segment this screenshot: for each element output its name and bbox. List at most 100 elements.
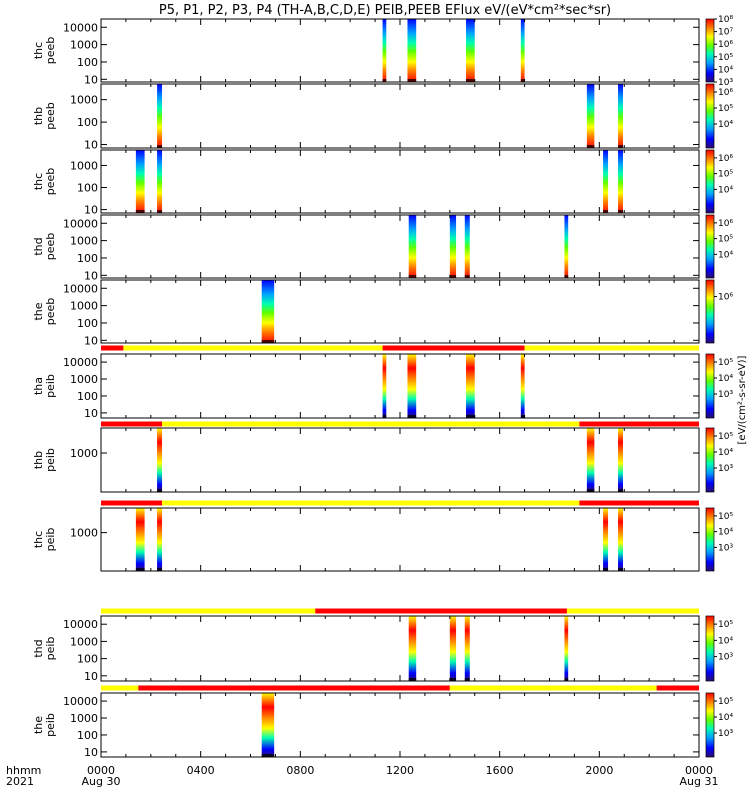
colorbar-tick-label: 10⁵ — [718, 432, 733, 442]
panel-the-peeb: 10 100 1000 10000 thepeeb 10⁶ — [32, 279, 733, 347]
burst-floor-mark — [135, 210, 145, 213]
burst-mark — [618, 508, 624, 571]
x-tick-label: 2000 — [585, 764, 613, 777]
colorbar-tick-label: 10³ — [718, 543, 733, 553]
colorbar-tick-label: 10³ — [718, 464, 733, 474]
burst-mark — [564, 215, 569, 278]
mode-bar-segment — [524, 345, 699, 351]
y-tick-label: 1000 — [70, 635, 98, 648]
panel-thc-peeb: 10 100 1000 10000 thcpeeb 10³ 10⁴ 10⁵ 10⁶ 10⁷ 10⁸ — [32, 15, 733, 88]
burst-mark — [520, 354, 525, 418]
colorbar-tick-label: 10⁵ — [718, 697, 733, 707]
burst-mark — [261, 693, 275, 757]
burst-mark — [449, 215, 457, 278]
y-tick-label: 100 — [77, 729, 98, 742]
y-tick-label: 10 — [84, 746, 98, 759]
burst-floor-mark — [408, 678, 417, 681]
mode-bar-segment — [579, 421, 699, 427]
burst-mark — [135, 150, 145, 213]
colorbar — [705, 507, 715, 572]
colorbar-tick-label: 10³ — [718, 390, 733, 400]
burst-floor-mark — [466, 415, 475, 418]
y-tick-label: 10000 — [63, 282, 98, 295]
panel-frame — [100, 83, 700, 149]
panel-frame — [100, 149, 700, 214]
panel-thc-peeb: 10 100 1000 thcpeeb 10⁴ 10⁵ 10⁶ — [32, 149, 733, 217]
panel-label-probe: thdpeib — [32, 637, 57, 661]
x-axis-ticks: 0000 0400 0800 1200 1600 2000 0000 — [87, 764, 713, 777]
y-tick-label: 1000 — [70, 373, 98, 386]
burst-mark — [157, 428, 163, 492]
x-tick-label: 0000 — [87, 764, 115, 777]
burst-floor-mark — [408, 275, 417, 278]
panel-frame — [100, 18, 700, 83]
burst-floor-mark — [157, 489, 163, 492]
panels-group: 10100100010000thcpeeb10³10⁴10⁵10⁶10⁷10⁸1… — [32, 15, 733, 759]
y-tick-label: 10000 — [63, 695, 98, 708]
burst-mark — [603, 150, 609, 213]
mode-bar-segment — [449, 685, 657, 691]
colorbar-tick-label: 10⁴ — [718, 374, 733, 384]
burst-floor-mark — [564, 275, 569, 278]
burst-mark — [157, 84, 163, 148]
y-tick-label: 1000 — [70, 235, 98, 248]
colorbar — [705, 149, 715, 214]
colorbar-tick-label: 10⁴ — [718, 713, 733, 723]
y-tick-label: 100 — [77, 390, 98, 403]
y-tick-label: 1000 — [70, 94, 98, 107]
colorbar-tick-label: 10⁷ — [718, 28, 733, 38]
burst-floor-mark — [586, 145, 595, 148]
panel-frame — [100, 692, 700, 758]
panel-label-probe: thcpeib — [32, 528, 57, 552]
panel-label-probe: thcpeeb — [32, 168, 57, 196]
burst-mark — [586, 84, 595, 148]
panel-label-probe: thbpeeb — [32, 102, 57, 130]
date-start-label: Aug 30 — [82, 775, 121, 788]
x-tick-label: 0000 — [685, 764, 713, 777]
burst-mark — [157, 150, 163, 213]
burst-mark — [603, 508, 609, 571]
burst-floor-mark — [466, 79, 475, 82]
colorbar-tick-label: 10³ — [718, 653, 733, 663]
burst-floor-mark — [618, 489, 624, 492]
burst-mark — [382, 19, 387, 82]
x-tick-label: 0400 — [187, 764, 215, 777]
y-tick-label: 1000 — [70, 300, 98, 313]
burst-mark — [408, 215, 417, 278]
x-axis-label-year: 2021 — [6, 775, 34, 788]
mode-bar-segment — [101, 500, 163, 506]
mode-bar-segment — [579, 500, 699, 506]
panel-frame — [100, 214, 700, 279]
burst-mark — [464, 616, 470, 681]
burst-mark — [520, 19, 525, 82]
burst-floor-mark — [407, 79, 417, 82]
y-tick-label: 10 — [84, 334, 98, 347]
panel-frame — [100, 279, 700, 344]
mode-bar-segment — [656, 685, 699, 691]
colorbar-tick-label: 10⁴ — [718, 65, 733, 75]
colorbar — [705, 353, 715, 419]
colorbar — [705, 279, 715, 344]
colorbar-tick-label: 10⁵ — [718, 358, 733, 368]
burst-floor-mark — [261, 340, 275, 343]
y-tick-label: 10 — [84, 269, 98, 282]
burst-floor-mark — [464, 678, 470, 681]
x-axis-label-hhmm: hhmm — [6, 764, 41, 777]
x-tick-label: 1600 — [486, 764, 514, 777]
colorbar — [705, 427, 715, 493]
colorbar-unit-label: [eV/(cm²-s-sr-eV)] — [737, 355, 748, 444]
colorbar-tick-label: 10⁵ — [718, 170, 733, 180]
mode-bar-segment — [566, 608, 699, 614]
y-tick-label: 100 — [77, 116, 98, 129]
burst-floor-mark — [618, 568, 624, 571]
burst-mark — [466, 19, 475, 82]
burst-mark — [449, 616, 457, 681]
mode-bar-segment — [162, 421, 580, 427]
y-tick-label: 10 — [84, 204, 98, 217]
y-tick-label: 1000 — [70, 159, 98, 172]
y-tick-label: 10 — [84, 670, 98, 683]
mode-bar-segment — [101, 608, 316, 614]
burst-mark — [586, 428, 595, 492]
colorbar — [705, 83, 715, 149]
colorbar-tick-label: 10⁴ — [718, 528, 733, 538]
